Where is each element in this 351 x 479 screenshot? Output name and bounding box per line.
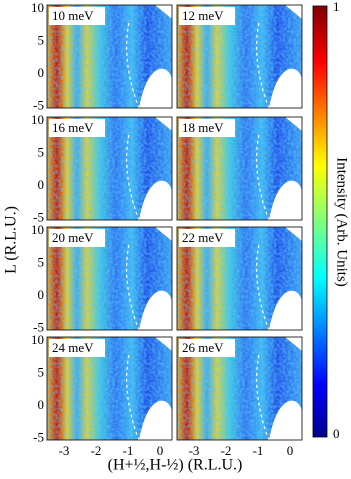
mask xyxy=(155,227,172,241)
dashed-arc xyxy=(256,354,270,441)
mask xyxy=(269,400,302,440)
y-tick-label: 5 xyxy=(38,254,45,269)
x-tick-label: -2 xyxy=(91,443,102,458)
colorbar-tick-label: 1 xyxy=(333,0,340,14)
panel: 24 meV xyxy=(46,336,173,441)
y-tick-label: 0 xyxy=(38,287,45,302)
mask xyxy=(155,117,172,131)
mask xyxy=(139,180,172,220)
panel-label-box xyxy=(179,229,235,247)
panel: 26 meV xyxy=(176,336,303,441)
y-tick-label: 0 xyxy=(38,177,45,192)
y-tick-label: 5 xyxy=(38,32,45,47)
y-tick-label: -5 xyxy=(33,319,44,334)
panel-label: 24 meV xyxy=(52,340,94,355)
panel-label-box xyxy=(179,119,235,137)
mask xyxy=(139,290,172,330)
x-axis-label: (H+½,H-½) (R.L.U.) xyxy=(108,457,243,474)
frame xyxy=(46,226,173,331)
dashed-arc xyxy=(256,134,270,221)
y-axis-label: L (R.L.U.) xyxy=(3,206,20,274)
panel: 12 meV xyxy=(176,4,303,109)
y-tick-label: 10 xyxy=(31,222,44,237)
panel-label: 16 meV xyxy=(52,120,94,135)
panel-label: 22 meV xyxy=(182,230,224,245)
y-tick-label: -5 xyxy=(33,97,44,112)
panel-label: 20 meV xyxy=(52,230,94,245)
panel-label-box xyxy=(49,229,105,247)
dashed-arc xyxy=(126,22,140,109)
mask xyxy=(139,68,172,108)
mask xyxy=(155,337,172,351)
mask xyxy=(155,5,172,19)
y-tick-label: -5 xyxy=(33,429,44,444)
mask xyxy=(269,68,302,108)
x-tick-label: -3 xyxy=(189,443,200,458)
colorbar xyxy=(312,5,328,438)
mask xyxy=(139,400,172,440)
dashed-arc xyxy=(126,134,140,221)
frame xyxy=(176,336,303,441)
colorbar-tick-label: 0 xyxy=(333,426,340,441)
dashed-arc xyxy=(256,22,270,109)
frame xyxy=(176,4,303,109)
y-tick-label: 5 xyxy=(38,144,45,159)
panel: 18 meV xyxy=(176,116,303,221)
y-tick-label: 0 xyxy=(38,65,45,80)
y-tick-label: 10 xyxy=(31,112,44,127)
frame xyxy=(46,116,173,221)
frame xyxy=(46,336,173,441)
y-tick-label: -5 xyxy=(33,209,44,224)
panel-label: 26 meV xyxy=(182,340,224,355)
panel-label-box xyxy=(179,7,235,25)
mask xyxy=(285,337,302,351)
x-tick-label: 0 xyxy=(287,443,294,458)
panel: 16 meV xyxy=(46,116,173,221)
panel: 22 meV xyxy=(176,226,303,331)
x-tick-label: -1 xyxy=(123,443,134,458)
panel-label-box xyxy=(49,119,105,137)
panel-label-box xyxy=(49,339,105,357)
frame xyxy=(176,116,303,221)
panel-label-box xyxy=(49,7,105,25)
frame xyxy=(176,226,303,331)
x-tick-label: 0 xyxy=(157,443,164,458)
x-tick-label: -2 xyxy=(221,443,232,458)
panel-label: 10 meV xyxy=(52,8,94,23)
panel-label: 18 meV xyxy=(182,120,224,135)
x-tick-label: -1 xyxy=(253,443,264,458)
frame xyxy=(46,4,173,109)
panel: 20 meV xyxy=(46,226,173,331)
mask xyxy=(285,117,302,131)
colorbar-label: Intensity (Arb. Units) xyxy=(334,157,350,287)
x-tick-label: -3 xyxy=(59,443,70,458)
panel-label: 12 meV xyxy=(182,8,224,23)
mask xyxy=(285,227,302,241)
dashed-arc xyxy=(126,354,140,441)
y-tick-label: 5 xyxy=(38,364,45,379)
dashed-arc xyxy=(256,244,270,331)
mask xyxy=(285,5,302,19)
mask xyxy=(269,290,302,330)
mask xyxy=(269,180,302,220)
y-tick-label: 10 xyxy=(31,0,44,15)
panel: 10 meV xyxy=(46,4,173,109)
panel-label-box xyxy=(179,339,235,357)
y-tick-label: 10 xyxy=(31,332,44,347)
dashed-arc xyxy=(126,244,140,331)
y-tick-label: 0 xyxy=(38,397,45,412)
